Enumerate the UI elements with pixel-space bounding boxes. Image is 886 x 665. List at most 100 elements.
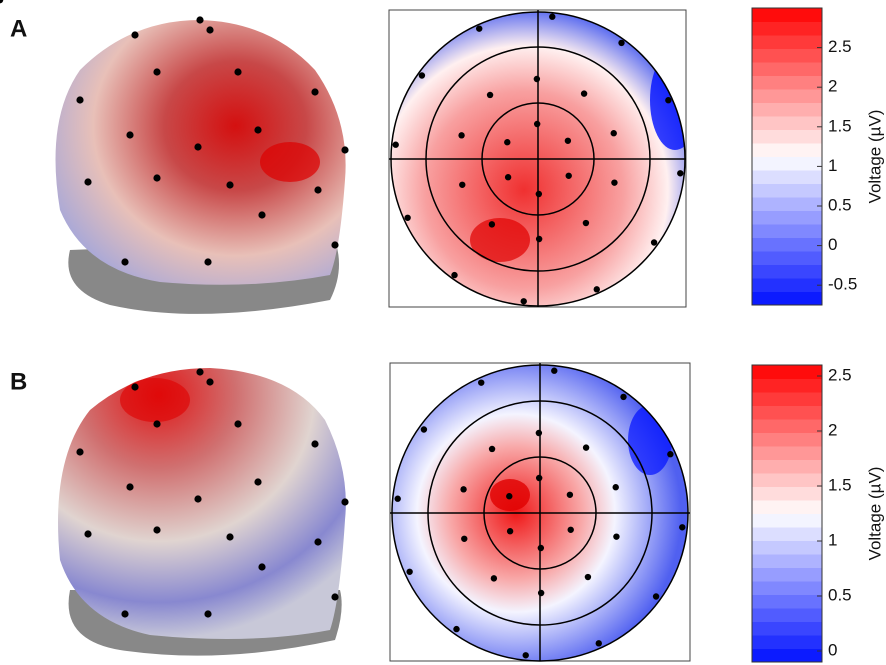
electrode — [581, 90, 587, 96]
electrode — [679, 524, 685, 530]
electrode — [613, 484, 619, 490]
electrode — [538, 590, 544, 596]
colorbar-band — [752, 157, 822, 171]
colorbar-band — [752, 392, 822, 406]
electrode — [459, 182, 465, 188]
tick-label: 0.5 — [828, 585, 852, 604]
colorbar-band — [752, 581, 822, 595]
tick-label: -0.5 — [828, 275, 857, 294]
electrode — [153, 526, 160, 533]
colorbar-band — [752, 473, 822, 487]
electrode — [131, 383, 138, 390]
electrode — [523, 652, 529, 658]
colorbar-band — [752, 635, 822, 649]
electrode — [314, 538, 321, 545]
electrode — [620, 394, 626, 400]
electrode — [504, 139, 510, 145]
electrode — [536, 475, 542, 481]
electrode — [476, 25, 482, 31]
electrode — [204, 610, 211, 617]
electrode — [653, 593, 659, 599]
colorbar-band — [752, 446, 822, 460]
colorbar-band — [752, 595, 822, 609]
tick-label: 1 — [828, 156, 837, 175]
electrode — [421, 426, 427, 432]
colorbar-band — [752, 278, 822, 292]
electrode — [121, 258, 128, 265]
electrode — [583, 444, 589, 450]
colorbar-band — [752, 251, 822, 265]
colorbar-band — [752, 103, 822, 117]
head-b — [58, 368, 346, 656]
colorbar-band — [752, 649, 822, 663]
electrode — [331, 241, 338, 248]
electrode — [536, 191, 542, 197]
electrode — [76, 96, 83, 103]
electrode — [505, 174, 511, 180]
colorbar-band — [752, 76, 822, 90]
colorbar-band — [752, 622, 822, 636]
electrode — [549, 14, 555, 20]
electrode — [506, 493, 512, 499]
electrode — [341, 146, 348, 153]
electrode — [126, 131, 133, 138]
electrode — [393, 142, 399, 148]
colorbar-band — [752, 62, 822, 76]
electrode — [196, 16, 203, 23]
topomap-a — [389, 10, 700, 310]
electrode — [153, 68, 160, 75]
electrode — [234, 68, 241, 75]
colorbar-band — [752, 22, 822, 36]
tick-label: 1.5 — [828, 116, 852, 135]
electrode — [677, 170, 683, 176]
electrode — [254, 126, 261, 133]
colorbar-band — [752, 608, 822, 622]
electrode — [404, 215, 410, 221]
colorbar-band — [752, 89, 822, 103]
electrode — [567, 492, 573, 498]
electrode — [206, 26, 213, 33]
colorbar-band — [752, 554, 822, 568]
figure: A B -0.500.511.522.5Voltage (µV)00.511.5… — [0, 0, 886, 665]
electrode — [596, 640, 602, 646]
electrode — [461, 536, 467, 542]
electrode — [153, 174, 160, 181]
electrode — [84, 178, 91, 185]
electrode — [226, 181, 233, 188]
electrode — [613, 533, 619, 539]
electrode — [538, 545, 544, 551]
colorbar-band — [752, 8, 822, 22]
electrode — [314, 186, 321, 193]
colorbar-band — [752, 130, 822, 144]
electrode — [258, 211, 265, 218]
electrode — [153, 420, 160, 427]
colorbar-band — [752, 143, 822, 157]
panel-label: B — [10, 368, 27, 395]
electrode — [254, 478, 261, 485]
colorbar-band — [752, 487, 822, 501]
electrode — [566, 173, 572, 179]
colorbar-band — [752, 568, 822, 582]
tick-label: 1 — [828, 530, 837, 549]
colorbar-band — [752, 184, 822, 198]
electrode — [0, 0, 3, 3]
electrode — [551, 368, 557, 374]
colorbar-band — [752, 365, 822, 379]
electrode — [536, 236, 542, 242]
electrode — [568, 527, 574, 533]
electrode — [521, 298, 527, 304]
colorbar-band — [752, 379, 822, 393]
colorbar-band — [752, 197, 822, 211]
colorbar-band — [752, 49, 822, 63]
topomap-b — [390, 363, 690, 663]
electrode — [565, 138, 571, 144]
electrode — [234, 420, 241, 427]
tick-label: 0 — [828, 640, 837, 659]
electrode — [460, 486, 466, 492]
electrode — [491, 575, 497, 581]
colorbar-band — [752, 500, 822, 514]
electrode — [451, 272, 457, 278]
electrode — [611, 179, 617, 185]
tick-label: 2 — [828, 420, 837, 439]
tick-label: 2.5 — [828, 37, 852, 56]
